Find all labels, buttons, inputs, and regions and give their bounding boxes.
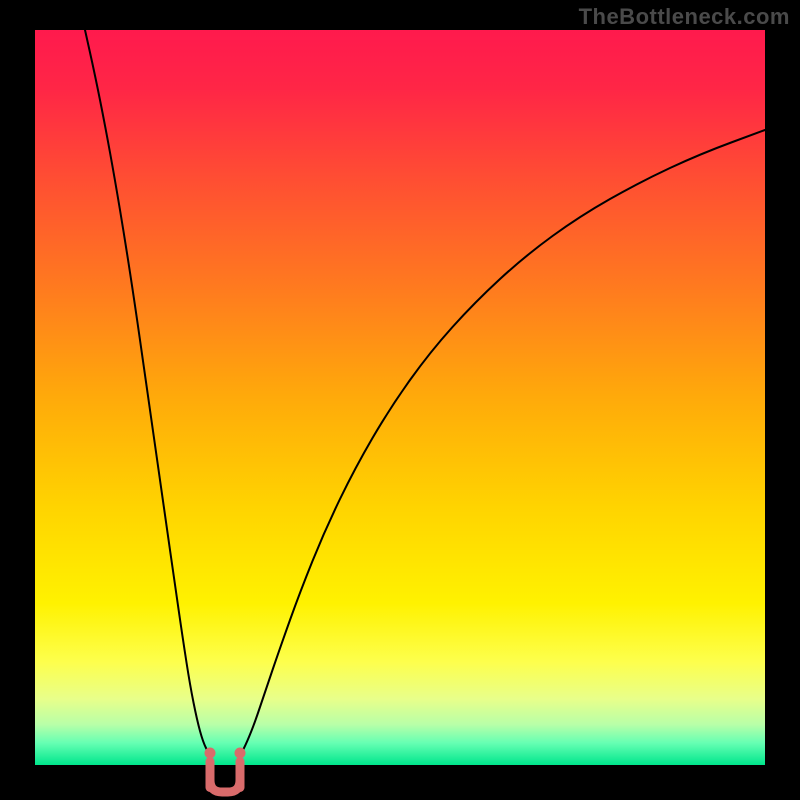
valley-dot-1 (235, 748, 246, 759)
bottleneck-chart (0, 0, 800, 800)
valley-dot-0 (205, 748, 216, 759)
valley-body-0 (206, 757, 215, 792)
valley-body-1 (236, 757, 245, 792)
watermark-text: TheBottleneck.com (579, 4, 790, 30)
chart-container: TheBottleneck.com (0, 0, 800, 800)
plot-area (35, 30, 765, 765)
